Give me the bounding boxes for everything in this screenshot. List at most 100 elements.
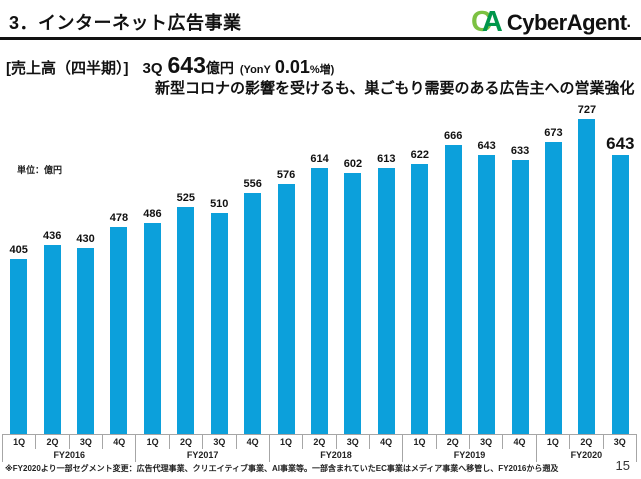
bar-value-label: 622: [410, 149, 429, 161]
axis-quarter-label: 1Q: [403, 435, 437, 449]
bar-column: 525: [169, 96, 202, 434]
bar-value-label: 602: [343, 158, 363, 170]
axis-year-group: 1Q 2Q 3Q 4Q FY2017: [136, 435, 270, 462]
axis-quarter-label: 4Q: [380, 437, 393, 447]
headline-unit: 億円: [205, 60, 234, 76]
headline-yoy-open: (YonY: [239, 64, 271, 76]
axis-quarter-label: 2Q: [303, 435, 337, 449]
bar: [77, 248, 95, 434]
bar-value-label: 633: [510, 145, 530, 157]
bar: [177, 207, 195, 434]
axis-year-label: FY2016: [53, 450, 85, 460]
bar-column: 643: [470, 96, 503, 434]
chart-unit-label: 単位：億円: [17, 165, 63, 175]
axis-quarter-label: 4Q: [246, 437, 259, 447]
bar: [544, 142, 562, 434]
headline-value: 643: [167, 52, 206, 78]
bar: [110, 227, 128, 434]
axis-year-label: FY2020: [570, 450, 603, 460]
axis-year-group: 1Q 2Q 3Q 4Q FY2019: [403, 435, 537, 462]
axis-quarter-label: 3Q: [613, 437, 626, 447]
axis-year-label: FY2019: [453, 450, 486, 460]
bar-column: 622: [403, 96, 436, 434]
bar-column: 430: [69, 96, 102, 434]
axis-quarter-label: 3Q: [203, 435, 237, 449]
logo-mark-a: A: [481, 6, 503, 38]
bar-value-label: 486: [143, 208, 162, 220]
bar: [43, 245, 61, 434]
bar: [611, 155, 629, 434]
bar-column: 436: [35, 96, 68, 434]
bar: [411, 164, 429, 434]
axis-quarter-label: 1Q: [3, 435, 37, 449]
axis-quarter-label: 1Q: [537, 435, 571, 449]
bar-value-label: 556: [243, 178, 262, 190]
axis-quarter-label: 3Q: [470, 435, 504, 449]
bar-column: 486: [136, 96, 169, 434]
axis-year-group: 1Q 2Q 3Q 4Q FY2018: [270, 435, 404, 462]
bar-value-label: 666: [444, 130, 463, 142]
headline-yoy-value: 0.01: [274, 57, 310, 77]
cyberagent-logo: C A CyberAgent .: [471, 6, 631, 39]
headline: [売上高（四半期）] 3Q 643 億円 (YonY 0.01 %増): [6, 52, 334, 79]
bar-column: 666: [436, 96, 469, 434]
bar-column: 673: [537, 96, 570, 434]
footnote: ※FY2020より一部セグメント変更：広告代理事業、クリエイティブ事業、AI事業…: [5, 464, 559, 473]
axis-quarter-row: 1Q 2Q 3Q 4Q: [136, 435, 268, 449]
axis-quarter-label: 4Q: [513, 437, 526, 447]
bar: [444, 145, 462, 434]
page-title: 3．インターネット広告事業: [9, 13, 242, 33]
bar-value-label: 727: [577, 104, 597, 116]
bar: [578, 119, 596, 434]
logo-registered-mark: .: [626, 13, 631, 31]
axis-quarter-label: 2Q: [570, 435, 604, 449]
bar: [210, 213, 228, 434]
axis-quarter-label: 4Q: [113, 437, 126, 447]
axis-quarter-row: 1Q 2Q 3Q 4Q: [403, 435, 535, 449]
bar-value-label: 643: [606, 134, 635, 153]
bar-column: 576: [269, 96, 302, 434]
bar-value-label: 614: [310, 153, 329, 165]
headline-subtext: 新型コロナの影響を受けるも、巣ごもり需要のある広告主への営業強化: [155, 80, 635, 97]
axis-year-group: 1Q 2Q 3Q 4Q FY2016: [2, 435, 137, 462]
logo-wordmark: CyberAgent: [506, 9, 627, 35]
axis-quarter-row: 1Q 2Q 3Q 4Q: [270, 435, 402, 449]
bar: [511, 160, 529, 434]
bar: [344, 173, 362, 434]
category-axis: 1Q 2Q 3Q 4Q FY2016 1Q 2Q 3Q 4Q FY2017 1Q 2Q 3Q 4Q FY20…: [2, 434, 637, 462]
bar-value-label: 613: [377, 153, 396, 165]
headline-label: [売上高（四半期）]: [6, 60, 129, 77]
bar-column: 556: [236, 96, 269, 434]
axis-quarter-label: 2Q: [437, 435, 470, 449]
bar-value-label: 525: [176, 192, 195, 204]
bar-value-label: 478: [109, 212, 129, 224]
bar-plot: 405 436 430 478 486 525 510 556 576 614 602 613 622 6…: [2, 96, 637, 434]
axis-quarter-label: 2Q: [36, 435, 70, 449]
logo-mark-c: C: [470, 6, 492, 38]
headline-quarter: 3Q: [142, 60, 163, 77]
bar: [478, 155, 496, 434]
axis-quarter-label: 3Q: [337, 435, 370, 449]
header-divider: [0, 37, 641, 40]
bar: [311, 168, 328, 434]
bar-value-label: 673: [544, 127, 563, 139]
headline-yoy-close: %増): [309, 64, 335, 76]
bar-column: 613: [370, 96, 403, 434]
axis-quarter-row: 1Q 2Q 3Q 4Q: [3, 435, 135, 449]
axis-quarter-label: 2Q: [170, 435, 204, 449]
bar: [10, 259, 28, 434]
bar-column: 478: [102, 96, 135, 434]
axis-quarter-row: 1Q 2Q 3Q: [537, 435, 636, 449]
axis-quarter-label: 1Q: [270, 435, 304, 449]
bar-value-label: 576: [276, 169, 296, 181]
bar-column: 633: [503, 96, 536, 434]
axis-year-group: 1Q 2Q 3Q FY2020: [537, 435, 637, 462]
bar-column: 727: [570, 96, 603, 434]
bar-column: 614: [303, 96, 336, 434]
axis-quarter-label: 3Q: [70, 435, 104, 449]
bar-column: 602: [336, 96, 369, 434]
bar-value-label: 436: [42, 230, 62, 242]
bar-value-label: 430: [76, 233, 95, 245]
bar-value-label: 405: [9, 244, 28, 256]
